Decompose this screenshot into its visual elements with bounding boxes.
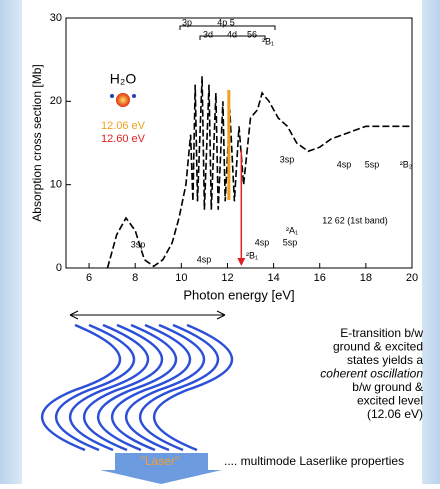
- annotation: ²B₁: [246, 250, 258, 260]
- x-tick-label: 6: [86, 272, 92, 284]
- explanation-line: (12.06 eV): [367, 407, 423, 421]
- x-axis-label: Photon energy [eV]: [183, 287, 294, 302]
- wave: [55, 323, 135, 452]
- wave: [83, 323, 163, 452]
- x-tick-label: 16: [314, 272, 326, 284]
- wave: [139, 323, 219, 452]
- molecule-ball: [116, 93, 130, 107]
- explanation-line: ground & excited: [333, 340, 423, 354]
- explanation-line: E-transition b/w: [340, 326, 423, 340]
- annotation: 12 62 (1st band): [322, 215, 388, 225]
- marker-label: 12.60 eV: [101, 133, 146, 145]
- x-tick-label: 8: [132, 272, 138, 284]
- x-tick-label: 20: [406, 272, 418, 284]
- annotation: 3d: [203, 29, 213, 39]
- plot-frame: [65, 17, 413, 269]
- x-tick-label: 14: [267, 272, 279, 284]
- molecule: H₂O: [110, 71, 137, 87]
- annotation: 3p: [182, 17, 192, 27]
- explanation-line: b/w ground &: [352, 380, 423, 394]
- x-tick-label: 12: [221, 272, 233, 284]
- laser-arrow: [100, 453, 222, 484]
- explanation-line: states yields a: [347, 353, 423, 367]
- h-atom: [132, 94, 136, 98]
- y-tick-label: 20: [50, 95, 62, 107]
- annotation: 4sp: [255, 237, 270, 247]
- bracket: [179, 25, 276, 40]
- panel: [22, 0, 422, 484]
- annotation: 5sp: [283, 237, 298, 247]
- wave: [153, 323, 233, 452]
- y-axis-label: Absorption cross section [Mb]: [30, 64, 44, 221]
- wave: [97, 323, 177, 452]
- annotation: 56: [247, 29, 257, 39]
- annotation: 4sp: [337, 159, 352, 169]
- x-tick-label: 18: [360, 272, 372, 284]
- explanation-line: coherent oscillation: [320, 367, 423, 381]
- laser-label: "Laser": [141, 454, 180, 468]
- y-tick-label: 0: [56, 262, 62, 274]
- wave: [69, 323, 149, 452]
- laser-caption: .... multimode Laserlike properties: [224, 454, 404, 468]
- annotation: ²B₂: [400, 159, 413, 169]
- y-tick-label: 10: [50, 179, 62, 191]
- wave: [125, 323, 205, 452]
- marker-arrow: [237, 258, 246, 266]
- x-tick-label: 10: [175, 272, 187, 284]
- wave: [111, 323, 191, 452]
- annotation: 4p 5: [217, 17, 235, 27]
- annotation: 5sp: [365, 159, 380, 169]
- wave: [41, 323, 121, 452]
- annotation: 3sp: [131, 239, 146, 249]
- annotation: ²A₁: [286, 225, 298, 235]
- explanation-line: excited level: [357, 394, 423, 408]
- marker-label: 12.06 eV: [101, 120, 146, 132]
- h-atom: [110, 94, 114, 98]
- annotation: ²B₁: [262, 36, 274, 46]
- annotation: 3sp: [280, 154, 295, 164]
- double-arrow: [69, 310, 226, 320]
- y-tick-label: 30: [50, 12, 62, 24]
- spectrum-line: [106, 76, 412, 269]
- annotation: 4sp: [197, 254, 212, 264]
- annotation: 4d: [227, 29, 237, 39]
- chart: 6 8 10 12 14 16 18 20 0 10 20 30 Photon energy [eV] A…: [30, 12, 418, 303]
